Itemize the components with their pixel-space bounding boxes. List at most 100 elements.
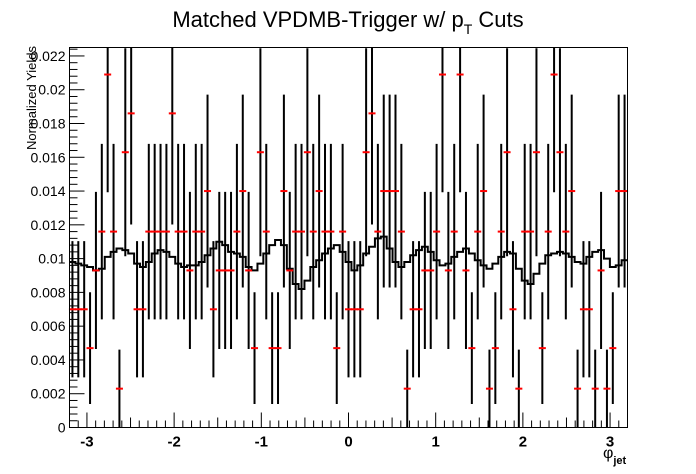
x-axis-label-main: φ — [603, 445, 613, 462]
data-point — [438, 47, 446, 193]
data-point — [544, 143, 552, 320]
data-point — [397, 143, 405, 320]
x-tick-label: 3 — [606, 434, 614, 451]
data-point — [491, 292, 499, 404]
data-point — [485, 349, 493, 428]
data-point — [462, 191, 470, 349]
data-point — [362, 48, 370, 257]
data-point — [204, 94, 212, 288]
data-point — [286, 191, 294, 349]
data-point — [562, 143, 570, 320]
x-tick-labels: -3 -2 -1 0 1 2 3 — [80, 434, 614, 451]
data-point — [497, 143, 505, 320]
data-point — [251, 292, 259, 404]
chart-title-main: Matched VPDMB-Trigger w/ p — [172, 7, 463, 32]
data-point — [585, 241, 593, 378]
data-point — [433, 143, 441, 320]
data-point — [345, 241, 352, 378]
data-point — [186, 191, 194, 349]
data-point — [121, 48, 129, 257]
data-point — [133, 241, 141, 378]
data-point — [245, 191, 253, 349]
data-point — [321, 143, 329, 320]
data-point — [298, 143, 306, 320]
data-points — [68, 47, 629, 428]
data-point — [292, 143, 300, 320]
data-point — [215, 191, 223, 349]
data-point — [468, 292, 476, 404]
y-axis-label: Normalized Yields — [24, 46, 39, 151]
data-point — [315, 94, 323, 288]
x-tick-label: 2 — [519, 434, 527, 451]
x-tick-label: 0 — [344, 434, 352, 451]
data-point — [268, 292, 276, 404]
data-point — [597, 191, 605, 349]
data-point — [615, 94, 623, 288]
data-point — [80, 241, 88, 378]
data-point — [556, 48, 564, 257]
data-point — [427, 191, 435, 349]
data-point — [621, 94, 629, 288]
data-point — [262, 143, 270, 320]
y-tick-label: 0.02 — [38, 82, 65, 98]
data-point — [192, 143, 200, 320]
y-tick-label: 0.018 — [30, 116, 65, 132]
y-tick-label: 0.022 — [30, 48, 65, 64]
data-point — [391, 94, 399, 288]
x-tick-label: 1 — [432, 434, 440, 451]
data-point — [421, 191, 429, 349]
data-point — [180, 143, 188, 320]
data-point — [145, 143, 153, 320]
data-point — [444, 191, 452, 349]
data-point — [86, 292, 94, 404]
data-point — [380, 94, 388, 288]
data-point — [456, 47, 464, 193]
data-point — [579, 241, 587, 378]
data-point — [274, 292, 282, 404]
data-point — [509, 241, 517, 378]
y-tick-label: 0.004 — [30, 352, 65, 368]
data-point — [415, 241, 423, 378]
data-point — [280, 94, 288, 288]
axis-ticks — [69, 48, 628, 428]
data-point — [309, 143, 317, 320]
data-point — [339, 143, 347, 320]
data-point — [403, 349, 411, 428]
data-point — [356, 241, 364, 378]
x-tick-label: -2 — [167, 434, 180, 451]
data-point — [162, 143, 170, 320]
y-tick-label: 0.01 — [38, 251, 65, 267]
data-point — [168, 47, 176, 225]
data-point — [333, 292, 341, 404]
data-point — [127, 47, 135, 225]
data-point — [568, 94, 576, 288]
data-point — [68, 241, 76, 378]
plot-frame — [69, 47, 628, 428]
data-point — [574, 349, 582, 428]
y-tick-label: 0.006 — [30, 318, 65, 334]
data-point — [591, 349, 599, 428]
y-tick-label: 0.008 — [30, 284, 65, 300]
histogram-line — [69, 235, 628, 291]
data-point — [532, 48, 540, 257]
data-point — [151, 143, 159, 320]
y-tick-label: 0.014 — [30, 183, 65, 199]
x-axis-label: φjet — [603, 445, 627, 467]
data-point — [104, 47, 112, 193]
data-point — [174, 143, 182, 320]
chart-title-tail: Cuts — [472, 7, 523, 32]
data-point — [550, 47, 558, 193]
chart-title: Matched VPDMB-Trigger w/ pT Cuts — [172, 7, 523, 37]
data-point — [521, 143, 529, 320]
data-point — [256, 48, 264, 257]
data-point — [110, 143, 118, 320]
data-point — [209, 241, 217, 378]
data-point — [538, 292, 546, 404]
y-tick-label: 0.012 — [30, 217, 65, 233]
data-point — [221, 191, 229, 349]
data-point — [198, 143, 206, 320]
data-point — [474, 143, 482, 320]
chart-title-sub: T — [464, 21, 473, 37]
y-tick-label: 0.016 — [30, 149, 65, 165]
